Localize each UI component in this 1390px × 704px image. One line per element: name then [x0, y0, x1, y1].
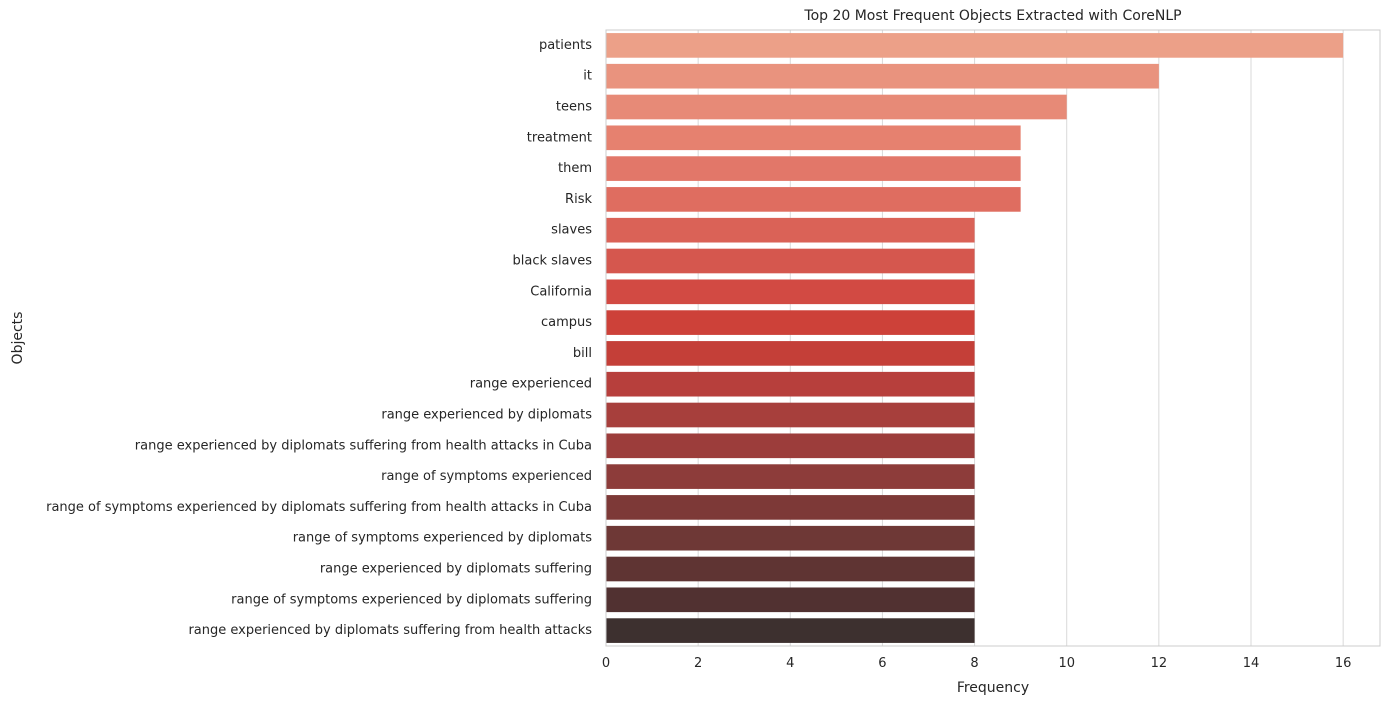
x-axis-label: Frequency [957, 680, 1029, 696]
bar [606, 402, 975, 428]
category-label: black slaves [513, 254, 593, 269]
bar [606, 341, 975, 366]
category-label: them [558, 161, 592, 176]
grid-lines [605, 30, 1344, 646]
category-label: range experienced by diplomats suffering… [188, 623, 592, 638]
category-label: range experienced [470, 377, 592, 392]
bar [606, 433, 975, 459]
bar [606, 618, 975, 643]
category-label: range of symptoms experienced by diploma… [293, 531, 593, 546]
bar [606, 464, 975, 489]
category-label: range of symptoms experienced [381, 469, 592, 484]
bar [606, 217, 975, 243]
category-label: it [583, 69, 592, 84]
bar [606, 371, 975, 397]
category-label: patients [539, 38, 592, 53]
y-axis-label: Objects [10, 312, 26, 365]
bar [606, 556, 975, 582]
x-tick-label: 12 [1151, 656, 1168, 671]
bar [606, 279, 975, 305]
category-label: range of symptoms experienced by diploma… [231, 592, 592, 607]
bar [606, 495, 975, 520]
x-tick-label: 10 [1058, 656, 1075, 671]
category-label: range of symptoms experienced by diploma… [46, 500, 592, 515]
bar [606, 63, 1159, 89]
x-tick-label: 0 [602, 656, 610, 671]
category-label: range experienced by diplomats suffering… [135, 438, 592, 453]
bar [606, 187, 1021, 212]
x-tick-labels: 0 2 4 6 8 10 12 14 16 [602, 656, 1352, 671]
category-label: bill [573, 346, 592, 361]
category-label: treatment [527, 130, 592, 145]
bar [606, 587, 975, 613]
category-label: California [530, 284, 592, 299]
plot-frame [605, 29, 1381, 647]
category-label: campus [541, 315, 592, 330]
x-tick-label: 8 [970, 656, 978, 671]
bar [606, 248, 975, 274]
category-label: teens [556, 100, 592, 115]
bar [606, 156, 1021, 181]
category-label: range experienced by diplomats [381, 408, 592, 423]
x-tick-label: 14 [1243, 656, 1260, 671]
category-label: slaves [551, 223, 592, 238]
bar [606, 525, 975, 551]
category-label: range experienced by diplomats suffering [320, 562, 592, 577]
x-tick-label: 2 [694, 656, 702, 671]
x-tick-label: 4 [786, 656, 794, 671]
bar [606, 310, 975, 335]
x-tick-label: 16 [1335, 656, 1352, 671]
category-label: Risk [565, 192, 592, 207]
bars [606, 33, 1344, 643]
chart-title: Top 20 Most Frequent Objects Extracted w… [803, 8, 1181, 24]
x-tick-label: 6 [878, 656, 886, 671]
category-labels: patients it teens treatment them Risk slaves bl… [46, 38, 592, 638]
bar [606, 33, 1344, 58]
bar [606, 94, 1067, 120]
bar [606, 125, 1021, 151]
